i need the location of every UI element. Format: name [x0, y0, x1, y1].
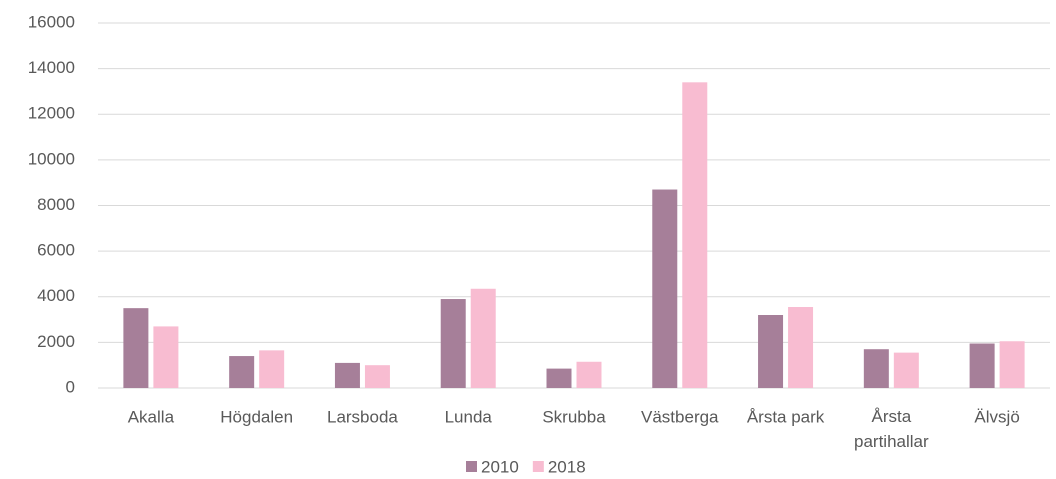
bar [788, 307, 814, 388]
bar [546, 368, 572, 388]
x-tick-label: Akalla [128, 407, 175, 426]
bar [863, 349, 889, 388]
bar [758, 315, 784, 388]
x-tick-label: Högdalen [220, 407, 293, 426]
legend-swatch [532, 461, 544, 472]
y-tick-label: 10000 [28, 149, 75, 168]
bar [470, 288, 496, 388]
bar [999, 341, 1025, 388]
bar [364, 365, 390, 388]
y-tick-label: 0 [66, 377, 75, 396]
y-tick-label: 16000 [28, 12, 75, 31]
y-tick-label: 6000 [37, 241, 75, 260]
legend-swatch [466, 461, 477, 472]
x-tick-label: Skrubba [542, 407, 606, 426]
y-tick-label: 14000 [28, 58, 75, 77]
y-tick-label: 12000 [28, 104, 75, 123]
bar [893, 352, 919, 388]
y-tick-label: 4000 [37, 286, 75, 305]
bar [440, 299, 466, 388]
bar [259, 350, 285, 388]
bar [682, 82, 708, 388]
y-tick-label: 2000 [37, 332, 75, 351]
bar [229, 356, 255, 388]
x-tick-label: Årsta partihallar [854, 407, 929, 451]
bar [969, 343, 995, 388]
bar [123, 308, 149, 388]
bar [334, 362, 360, 388]
legend-label: 2010 [481, 457, 519, 476]
x-tick-label: Årsta park [747, 407, 825, 426]
x-tick-label: Larsboda [327, 407, 398, 426]
x-tick-label: Älvsjö [974, 407, 1019, 426]
bar [576, 361, 602, 388]
x-tick-label: Västberga [641, 407, 719, 426]
x-tick-label: Lunda [445, 407, 493, 426]
bar [652, 189, 678, 388]
legend-label: 2018 [548, 457, 586, 476]
y-tick-label: 8000 [37, 195, 75, 214]
bar [153, 326, 179, 388]
